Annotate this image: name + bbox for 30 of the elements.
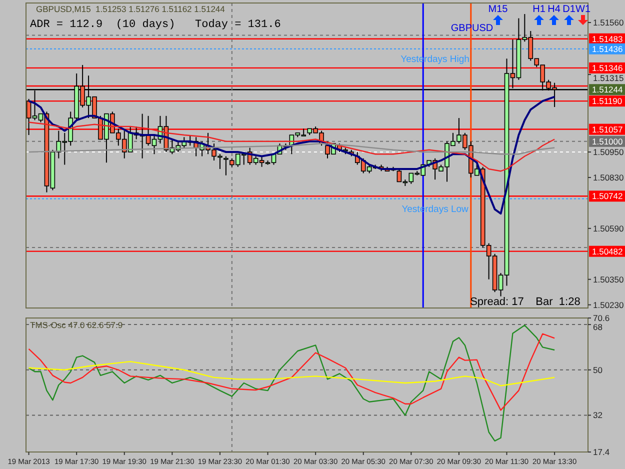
ref-line-label: 1.51057	[592, 124, 623, 134]
chart-title: GBPUSD,M15 1.51253 1.51276 1.51162 1.51244	[36, 4, 226, 14]
ref-line-label: 1.51244	[592, 84, 623, 95]
y-tick-label: 68	[593, 322, 603, 332]
ref-line-label: 1.51483	[592, 34, 623, 44]
y-tick-label: 50	[593, 364, 603, 375]
chart-title: TMS-Osc 47.0 62.6 57.9	[30, 320, 123, 330]
ref-line-label: 1.50742	[592, 191, 623, 202]
annotation: ADR = 112.9 (10 days)	[30, 19, 176, 31]
annotation: H4	[548, 4, 561, 15]
ref-line-label: 1.51346	[592, 62, 623, 73]
annotation: Bar 1:28	[536, 296, 580, 308]
y-tick-label: 1.50590	[593, 223, 624, 234]
y-tick-label: 1.50950	[593, 146, 624, 157]
annotation: Today = 131.6	[195, 19, 281, 31]
y-tick-label: 1.51560	[593, 18, 624, 28]
y-tick-label: 1.50830	[593, 172, 624, 182]
y-tick-label: 1.50230	[593, 300, 624, 310]
ref-line-label: 1.51000	[592, 136, 623, 146]
y-tick-label: 32	[593, 410, 603, 420]
annotation: D1	[562, 4, 576, 15]
annotation: M15	[488, 4, 508, 15]
annotation: H1	[532, 4, 546, 15]
y-tick-label: 1.51315	[593, 72, 624, 83]
y-tick-label: 70.6	[593, 312, 610, 323]
y-tick-label: 1.50350	[593, 274, 624, 284]
ref-line-label: 1.51436	[592, 44, 623, 54]
ref-line-label: 1.50482	[592, 246, 623, 256]
y-tick-label: 17.4	[593, 446, 610, 457]
ref-line-label: 1.51190	[592, 96, 622, 106]
